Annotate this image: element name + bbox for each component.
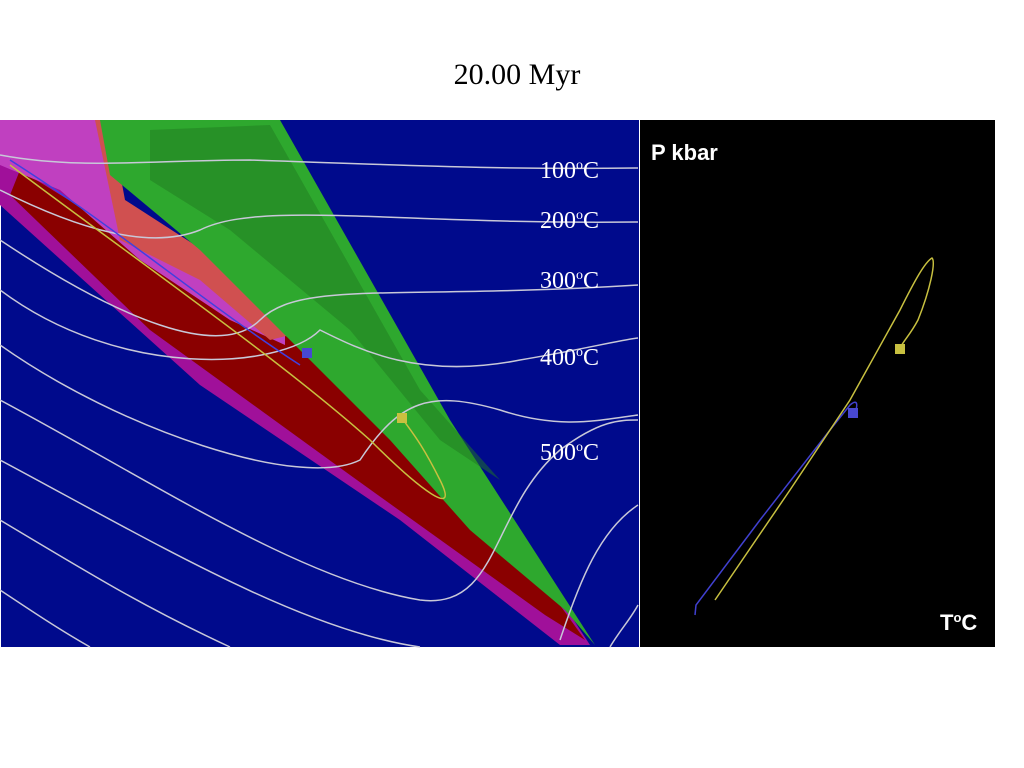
isotherm-labels: 100oC 200oC 300oC 400oC 500oC: [540, 158, 599, 466]
label-number: 500: [540, 440, 576, 466]
particle-path-blue: [9, 159, 301, 366]
particle-blue: [302, 348, 312, 358]
label-number: 300: [540, 268, 576, 294]
label-sup: o: [576, 158, 583, 173]
label-sup: o: [576, 440, 583, 455]
isotherm: [0, 189, 639, 239]
pt-y-label: P kbar: [651, 140, 718, 165]
isotherm: [0, 344, 639, 469]
pt-panel: P kbar ToC: [640, 120, 995, 647]
model-panel: 100oC 200oC 300oC 400oC 500oC: [0, 120, 639, 648]
isotherm: [0, 239, 639, 337]
label-unit: C: [583, 440, 599, 466]
label-unit: C: [583, 208, 599, 234]
slide-title: 20.00 Myr: [454, 58, 581, 91]
isotherm-label: 200oC: [540, 208, 599, 234]
pt-x-label: ToC: [940, 610, 977, 635]
label-number: 400: [540, 345, 576, 371]
pt-particle-yellow: [895, 344, 905, 354]
label-sup: o: [953, 610, 961, 625]
wedge-texture: [150, 125, 500, 480]
isotherm: [0, 399, 639, 602]
isotherm: [559, 504, 639, 641]
label-sup: o: [576, 268, 583, 283]
slab-core: [10, 170, 585, 640]
isotherm: [0, 519, 231, 648]
label-unit: C: [583, 158, 599, 184]
label-unit: C: [583, 345, 599, 371]
pt-path-blue: [694, 401, 858, 616]
isotherm: [0, 289, 639, 368]
isotherm-label: 400oC: [540, 345, 599, 371]
particle-path-yellow: [9, 164, 446, 500]
label-sup: o: [576, 345, 583, 360]
isotherm: [0, 589, 91, 648]
label-sup: o: [576, 208, 583, 223]
label-unit: C: [583, 268, 599, 294]
isotherm: [0, 154, 639, 170]
isotherm-label: 300oC: [540, 268, 599, 294]
isotherm: [0, 459, 421, 648]
isotherms: [0, 154, 639, 648]
label-symbol: T: [940, 610, 954, 635]
particle-yellow: [397, 413, 407, 423]
isotherm: [609, 604, 639, 648]
label-unit: C: [961, 610, 977, 635]
isotherm-label: 500oC: [540, 440, 599, 466]
label-number: 100: [540, 158, 576, 184]
accretionary-wedge: [100, 120, 595, 645]
isotherm-label: 100oC: [540, 158, 599, 184]
label-number: 200: [540, 208, 576, 234]
pt-background: [640, 120, 995, 647]
pt-path-yellow: [714, 257, 934, 601]
pt-particle-blue: [848, 408, 858, 418]
